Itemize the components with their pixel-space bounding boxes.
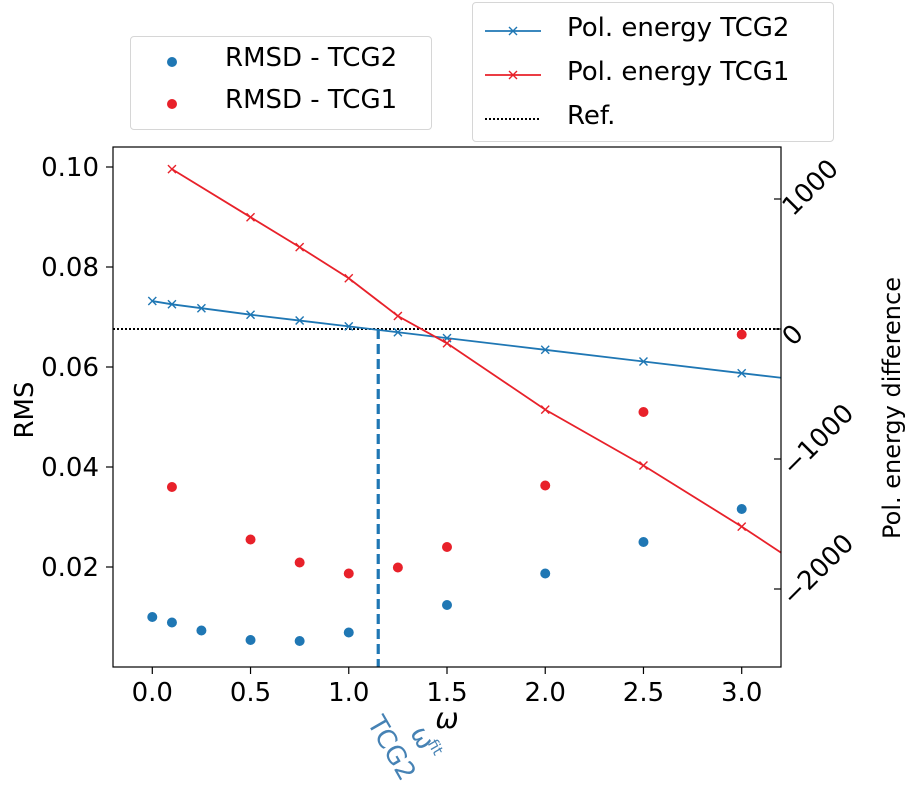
rmsd-point-tcg1 [442, 542, 452, 552]
energy-point-x-marker [638, 461, 648, 470]
legend-marker-red-dot [167, 99, 177, 109]
rmsd-point-tcg1 [294, 557, 305, 568]
rmsd-point-tcg2 [442, 600, 452, 610]
energy-point-x-marker [540, 405, 550, 415]
energy-point-x-marker [344, 321, 354, 331]
rmsd-point-tcg2 [343, 627, 354, 638]
legend-energy: Pol. energy TCG2 Pol. energy TCG1 Ref. [472, 2, 834, 142]
energy-point-x-marker [167, 299, 177, 309]
y-right-tick-label: 1000 [777, 154, 845, 222]
x-tick-label: 0.5 [230, 678, 271, 708]
energy-point-x-marker [295, 242, 305, 252]
energy-point-x-marker [167, 164, 177, 174]
legend-rmsd: RMSD - TCG2 RMSD - TCG1 [130, 36, 432, 130]
legend-label: Ref. [567, 101, 616, 131]
energy-point-x-marker [344, 273, 354, 283]
rmsd-point-tcg2 [147, 612, 158, 622]
rmsd-point-tcg1 [166, 482, 177, 492]
rmsd-point-tcg2 [736, 504, 747, 514]
x-tick-label: 2.5 [623, 678, 664, 708]
energy-point-x-marker [246, 212, 256, 222]
energy-point-x-marker [393, 327, 403, 337]
legend-line-blue-x [485, 26, 541, 36]
x-tick-label: 0.0 [132, 678, 173, 708]
y-right-tick-label: −2000 [777, 529, 860, 612]
energy-point-x-marker [196, 303, 206, 313]
energy-point-x-marker [540, 345, 550, 355]
energy-line-tcg2 [152, 300, 782, 379]
legend-marker-blue-dot [167, 57, 177, 67]
y-left-tick-label: 0.10 [41, 153, 99, 183]
x-tick-label: 3.0 [721, 678, 762, 708]
rmsd-point-tcg1 [245, 534, 256, 545]
rmsd-point-tcg1 [392, 562, 403, 573]
rmsd-point-tcg1 [736, 329, 747, 340]
energy-point-x-marker [246, 310, 256, 320]
legend-dotted-line [485, 118, 541, 120]
y-right-tick-label: 0 [777, 319, 810, 352]
x-tick-label: 1.0 [328, 678, 369, 708]
rmsd-point-tcg1 [540, 480, 551, 491]
rmsd-point-tcg2 [245, 635, 256, 645]
y-left-axis-label: RMS [10, 381, 40, 438]
x-tick-label: 2.0 [525, 678, 566, 708]
plot-frame [112, 146, 782, 668]
legend-label: RMSD - TCG2 [225, 43, 398, 73]
rmsd-point-tcg2 [196, 625, 207, 636]
rmsd-point-tcg2 [540, 568, 551, 579]
x-tick-label: 1.5 [426, 678, 467, 708]
rmsd-point-tcg1 [638, 407, 649, 417]
y-left-tick-label: 0.02 [41, 553, 99, 583]
energy-point-x-marker [147, 296, 157, 306]
energy-point-x-marker [393, 311, 403, 321]
x-axis-label: ω [435, 702, 458, 735]
legend-line-red-x [485, 70, 541, 80]
energy-point-x-marker [737, 368, 747, 378]
y-left-tick-label: 0.04 [41, 453, 99, 483]
energy-point-x-marker [295, 316, 305, 326]
energy-line-tcg1 [171, 168, 782, 554]
legend-label: RMSD - TCG1 [225, 85, 398, 115]
rmsd-point-tcg2 [294, 636, 305, 646]
legend-label: Pol. energy TCG2 [567, 13, 790, 43]
y-left-tick-label: 0.08 [41, 253, 99, 283]
rmsd-point-tcg2 [166, 617, 177, 628]
legend-label: Pol. energy TCG1 [567, 57, 790, 87]
energy-point-x-marker [638, 357, 648, 366]
energy-point-x-marker [442, 338, 452, 348]
rmsd-point-tcg1 [343, 568, 354, 579]
rmsd-point-tcg2 [638, 537, 649, 547]
energy-point-x-marker [737, 522, 747, 532]
y-right-axis-label: Pol. energy difference [878, 277, 906, 539]
y-left-tick-label: 0.06 [41, 353, 99, 383]
y-right-tick-label: −1000 [777, 399, 860, 482]
